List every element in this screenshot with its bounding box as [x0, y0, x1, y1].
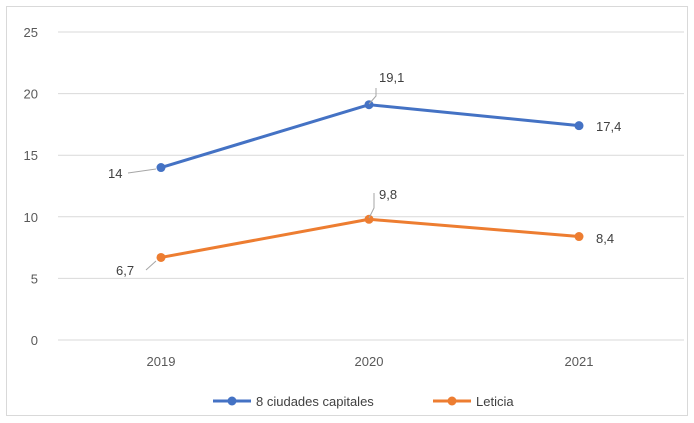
y-tick-label: 5 — [31, 271, 38, 286]
legend: 8 ciudades capitales Leticia — [213, 394, 514, 409]
legend-swatch-marker — [447, 396, 457, 406]
legend-swatch-marker — [227, 396, 237, 406]
x-tick-label: 2019 — [147, 354, 176, 369]
data-point — [574, 121, 584, 131]
data-label: 9,8 — [379, 187, 397, 202]
x-tick-label: 2020 — [355, 354, 384, 369]
data-point — [364, 214, 374, 224]
series-line-2 — [159, 217, 581, 259]
data-label: 6,7 — [116, 263, 134, 278]
x-axis-ticks: 2019 2020 2021 — [147, 354, 594, 369]
leader-line — [368, 193, 375, 219]
data-point — [574, 232, 584, 242]
legend-label: Leticia — [476, 394, 514, 409]
leader-line — [127, 168, 157, 174]
data-label: 8,4 — [596, 231, 614, 246]
y-tick-label: 25 — [24, 25, 38, 40]
data-point — [156, 252, 166, 262]
y-tick-label: 20 — [24, 87, 38, 102]
data-label: 14 — [108, 166, 122, 181]
leader-line — [145, 260, 157, 271]
y-axis-ticks: 0 5 10 15 20 25 — [24, 25, 38, 348]
series-line-1 — [159, 103, 581, 170]
data-point — [364, 100, 374, 110]
data-label: 19,1 — [379, 70, 404, 85]
data-label: 17,4 — [596, 119, 621, 134]
series-layer — [156, 100, 584, 262]
x-tick-label: 2021 — [565, 354, 594, 369]
y-tick-label: 15 — [24, 148, 38, 163]
leader-line — [368, 88, 377, 105]
y-tick-label: 0 — [31, 333, 38, 348]
legend-label: 8 ciudades capitales — [256, 394, 374, 409]
chart-frame — [6, 6, 688, 416]
gridlines — [58, 31, 684, 341]
data-point — [156, 163, 166, 173]
y-tick-label: 10 — [24, 210, 38, 225]
data-labels: 14 19,1 17,4 6,7 9,8 8,4 — [108, 70, 621, 278]
